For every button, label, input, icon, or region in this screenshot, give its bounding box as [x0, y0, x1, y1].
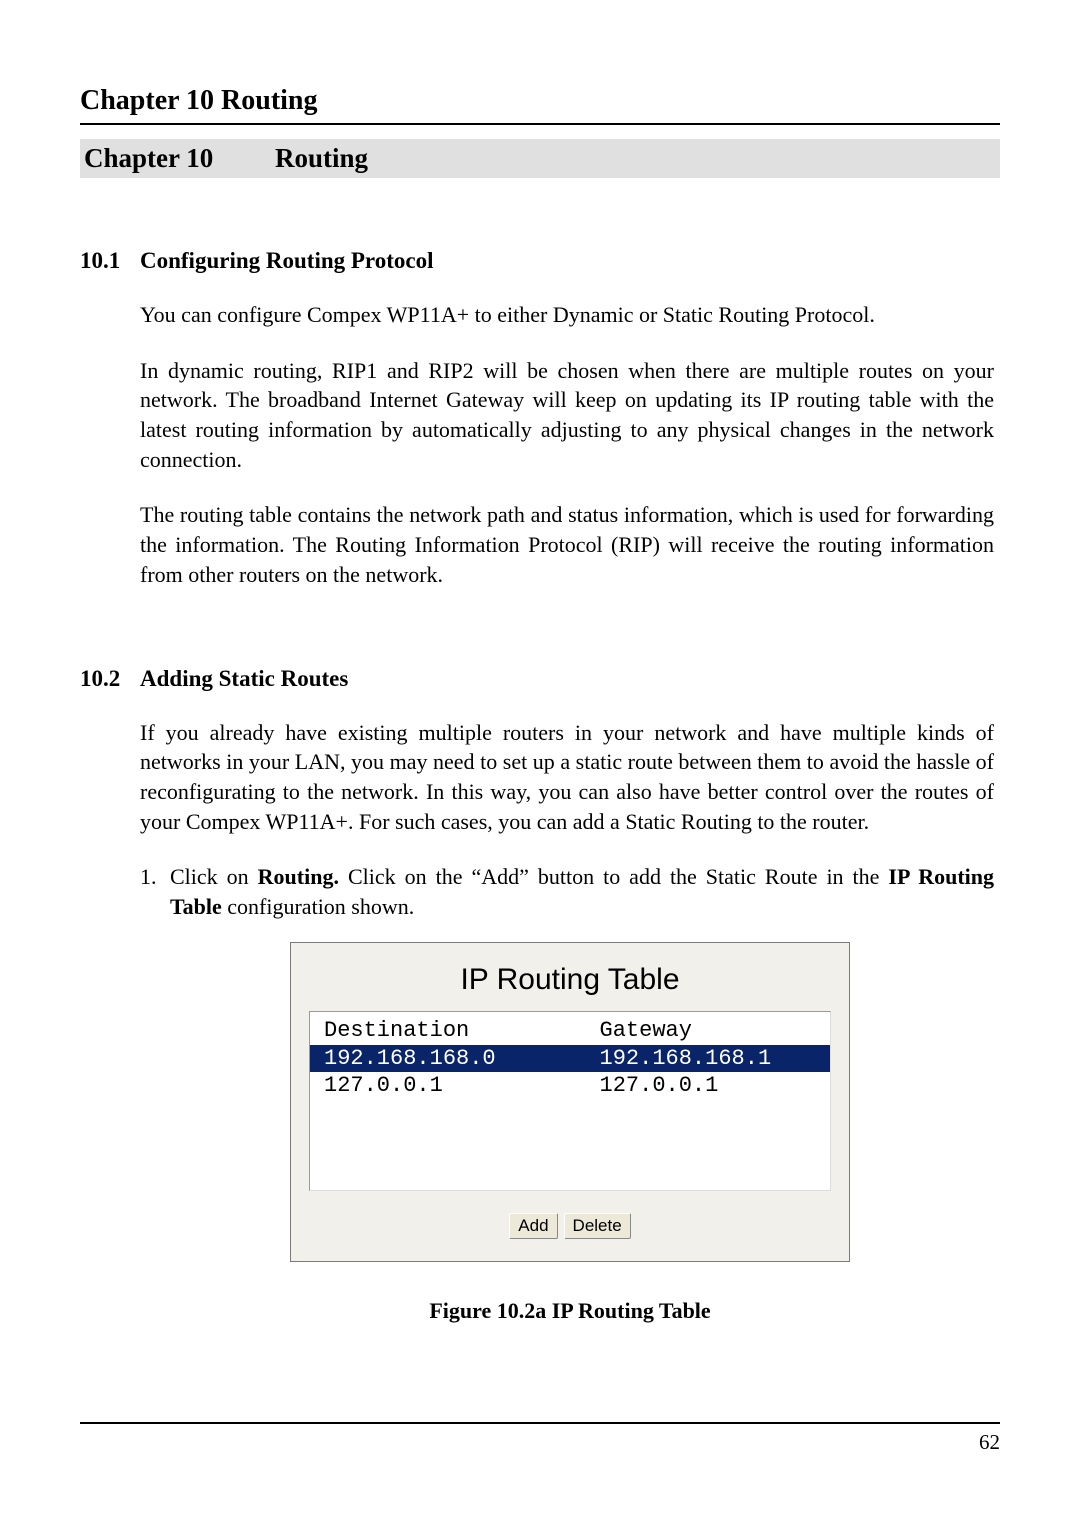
section-heading: 10.1 Configuring Routing Protocol	[80, 248, 1000, 274]
bold-run: Routing.	[258, 864, 339, 889]
section-heading: 10.2 Adding Static Routes	[80, 666, 1000, 692]
page-footer: 62	[80, 1422, 1000, 1455]
paragraph: If you already have existing multiple ro…	[140, 718, 994, 837]
routing-listbox[interactable]: Destination Gateway 192.168.168.0 192.16…	[309, 1011, 831, 1191]
chapter-number: Chapter 10	[84, 143, 213, 174]
panel-title: IP Routing Table	[309, 963, 831, 997]
section-title: Adding Static Routes	[140, 666, 348, 692]
listbox-header: Destination Gateway	[310, 1018, 830, 1045]
section-body: You can configure Compex WP11A+ to eithe…	[140, 300, 994, 590]
ip-routing-table-panel: IP Routing Table Destination Gateway 192…	[290, 942, 850, 1262]
section-body: If you already have existing multiple ro…	[140, 718, 994, 922]
cell-destination: 192.168.168.0	[324, 1045, 600, 1073]
cell-gateway: 192.168.168.1	[600, 1045, 816, 1073]
routing-row[interactable]: 192.168.168.0 192.168.168.1	[310, 1045, 830, 1073]
section-number: 10.1	[80, 248, 140, 274]
figure-container: IP Routing Table Destination Gateway 192…	[140, 942, 1000, 1324]
running-header: Chapter 10 Routing	[80, 85, 1000, 125]
add-button[interactable]: Add	[509, 1213, 557, 1239]
chapter-title: Routing	[275, 143, 368, 174]
paragraph: You can configure Compex WP11A+ to eithe…	[140, 300, 994, 330]
column-header-gateway: Gateway	[600, 1018, 816, 1043]
page: Chapter 10 Routing Chapter 10 Routing 10…	[0, 0, 1080, 1529]
figure-caption: Figure 10.2a IP Routing Table	[140, 1298, 1000, 1324]
column-header-destination: Destination	[324, 1018, 600, 1043]
delete-button[interactable]: Delete	[564, 1213, 631, 1239]
section-number: 10.2	[80, 666, 140, 692]
page-number: 62	[979, 1430, 1000, 1454]
text-run: Click on	[170, 864, 258, 889]
list-item-body: Click on Routing. Click on the “Add” but…	[170, 862, 994, 921]
text-run: configuration shown.	[222, 894, 414, 919]
cell-gateway: 127.0.0.1	[600, 1072, 816, 1100]
cell-destination: 127.0.0.1	[324, 1072, 600, 1100]
paragraph: The routing table contains the network p…	[140, 500, 994, 589]
text-run: Click on the “Add” button to add the Sta…	[339, 864, 888, 889]
routing-row[interactable]: 127.0.0.1 127.0.0.1	[310, 1072, 830, 1100]
section-title: Configuring Routing Protocol	[140, 248, 433, 274]
button-row: Add Delete	[309, 1213, 831, 1239]
ordered-list-item: 1. Click on Routing. Click on the “Add” …	[140, 862, 994, 921]
paragraph: In dynamic routing, RIP1 and RIP2 will b…	[140, 356, 994, 475]
chapter-heading-band: Chapter 10 Routing	[80, 139, 1000, 178]
list-item-number: 1.	[140, 862, 170, 921]
